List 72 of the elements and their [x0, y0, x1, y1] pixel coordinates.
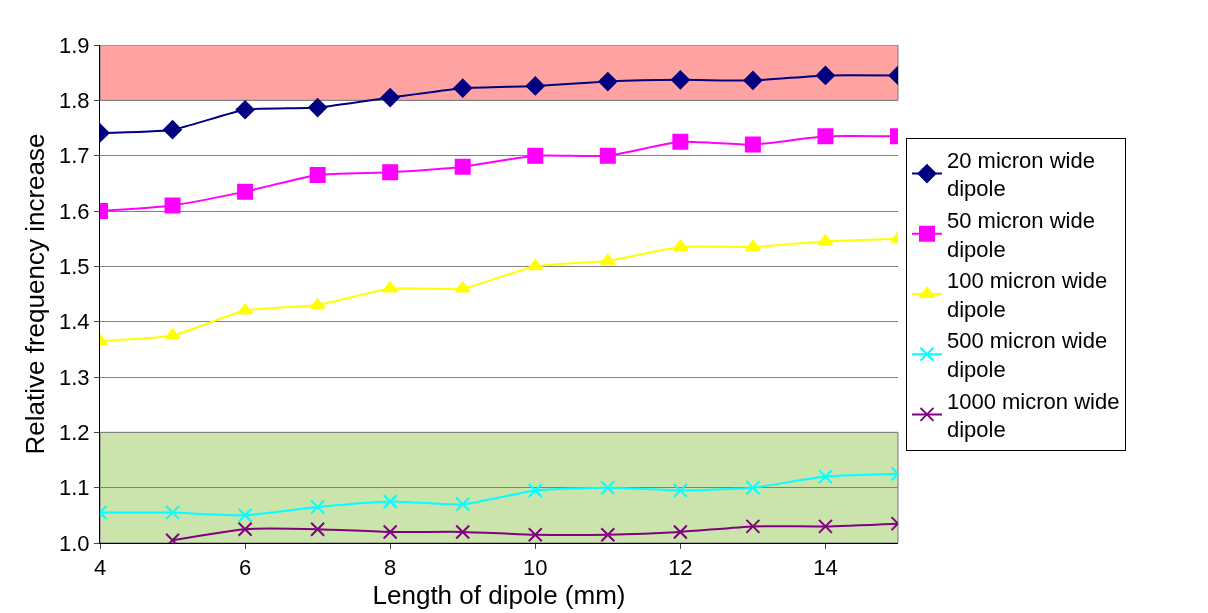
legend-label: 20 micron wide dipole — [946, 147, 1095, 202]
point — [599, 147, 616, 164]
point — [600, 480, 616, 496]
legend-label: 100 micron wide dipole — [946, 268, 1108, 322]
point — [237, 521, 253, 537]
x-tick-label: 14 — [813, 555, 838, 581]
y-axis-title: Relative frequency increase — [20, 133, 51, 455]
point — [672, 133, 689, 150]
point — [600, 527, 616, 543]
x-tick-label: 8 — [384, 555, 397, 581]
point — [237, 303, 254, 315]
point — [527, 147, 544, 164]
point — [744, 136, 761, 153]
y-tick-label: 1.2 — [59, 420, 90, 446]
point — [382, 281, 399, 293]
x-tick-label: 12 — [668, 555, 693, 581]
point — [382, 494, 398, 509]
point — [527, 259, 544, 271]
point — [598, 72, 618, 91]
point — [310, 499, 326, 515]
point — [380, 88, 400, 108]
point — [527, 527, 543, 543]
point — [599, 253, 616, 265]
point — [382, 524, 398, 540]
point — [308, 98, 328, 117]
y-tick-label: 1.8 — [59, 88, 90, 114]
y-tick-label: 1.1 — [59, 475, 90, 501]
legend-label: 500 micron wide dipole — [946, 328, 1108, 383]
y-tick-label: 1.5 — [59, 254, 90, 280]
point — [454, 281, 471, 293]
point — [453, 78, 473, 98]
point — [455, 496, 471, 512]
point — [670, 70, 690, 90]
point — [816, 65, 835, 85]
point — [235, 100, 255, 120]
y-tick-label: 1.7 — [59, 143, 90, 169]
point — [310, 521, 326, 537]
point — [163, 120, 182, 140]
legend-label: 1000 micron wide dipole — [946, 388, 1120, 443]
point — [455, 524, 471, 540]
point — [817, 518, 833, 534]
point — [164, 197, 181, 214]
x-tick-label: 6 — [238, 555, 252, 581]
point — [672, 524, 688, 540]
legend-label: 50 micron wide dipole — [946, 208, 1095, 262]
point — [817, 128, 834, 145]
y-tick-label: 1.4 — [59, 309, 90, 335]
point — [237, 507, 253, 523]
point — [382, 164, 399, 181]
point — [527, 482, 543, 498]
point — [165, 505, 181, 521]
point — [672, 482, 688, 498]
point — [743, 70, 763, 90]
point — [454, 158, 471, 175]
point — [744, 239, 761, 251]
x-tick-label: 10 — [523, 555, 548, 581]
y-tick-label: 1.6 — [59, 198, 90, 224]
y-tick-label: 1.3 — [59, 364, 90, 390]
point — [745, 480, 761, 496]
point — [309, 167, 326, 184]
x-tick-label: 4 — [93, 555, 107, 581]
point — [745, 518, 761, 534]
point — [237, 183, 254, 200]
point — [672, 239, 689, 251]
point — [525, 76, 545, 96]
point — [817, 469, 833, 485]
point — [164, 328, 181, 340]
y-tick-label: 1.9 — [59, 32, 90, 58]
point — [309, 298, 326, 310]
y-tick-label: 1.0 — [59, 530, 90, 556]
x-axis-title: Length of dipole (mm) — [372, 580, 626, 611]
point — [817, 234, 834, 246]
